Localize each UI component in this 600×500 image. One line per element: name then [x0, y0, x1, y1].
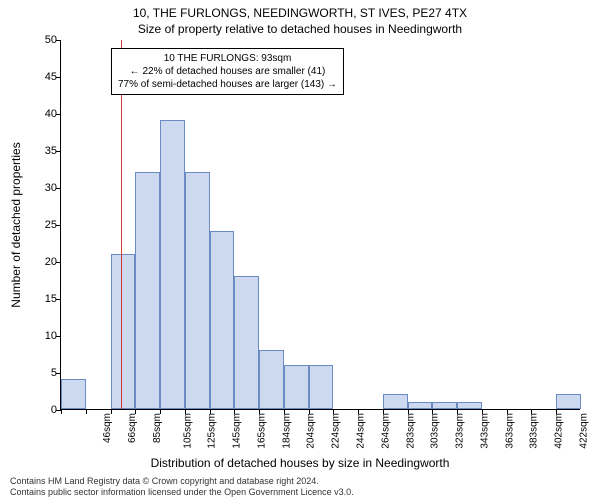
xtick-mark: [432, 409, 433, 414]
xtick-mark: [185, 409, 186, 414]
ytick-label: 5: [51, 367, 57, 379]
xtick-mark: [333, 409, 334, 414]
xtick-label: 283sqm: [405, 413, 416, 449]
footer-line2: Contains public sector information licen…: [10, 487, 354, 498]
ytick-label: 30: [45, 182, 57, 194]
plot-area: 0510152025303540455046sqm66sqm85sqm105sq…: [60, 40, 580, 410]
xtick-label: 184sqm: [281, 413, 292, 449]
xtick-label: 224sqm: [331, 413, 342, 449]
histogram-bar: [111, 254, 136, 409]
xtick-label: 383sqm: [529, 413, 540, 449]
annotation-line2: ← 22% of detached houses are smaller (41…: [118, 65, 337, 78]
xtick-label: 323sqm: [455, 413, 466, 449]
xtick-label: 105sqm: [182, 413, 193, 449]
histogram-bar: [457, 402, 482, 409]
chart-title-address: 10, THE FURLONGS, NEEDINGWORTH, ST IVES,…: [0, 6, 600, 20]
ytick-label: 0: [51, 404, 57, 416]
xtick-mark: [309, 409, 310, 414]
histogram-bar: [284, 365, 309, 409]
xtick-label: 303sqm: [430, 413, 441, 449]
histogram-bar: [383, 394, 408, 409]
chart-container: 10, THE FURLONGS, NEEDINGWORTH, ST IVES,…: [0, 0, 600, 500]
annotation-box: 10 THE FURLONGS: 93sqm ← 22% of detached…: [111, 48, 344, 95]
xtick-mark: [556, 409, 557, 414]
annotation-line1: 10 THE FURLONGS: 93sqm: [118, 52, 337, 65]
xtick-label: 165sqm: [257, 413, 268, 449]
xtick-mark: [531, 409, 532, 414]
xtick-label: 145sqm: [232, 413, 243, 449]
xtick-mark: [383, 409, 384, 414]
xtick-label: 363sqm: [504, 413, 515, 449]
chart-subtitle: Size of property relative to detached ho…: [0, 22, 600, 36]
xtick-label: 422sqm: [578, 413, 589, 449]
xtick-mark: [284, 409, 285, 414]
x-axis-label: Distribution of detached houses by size …: [0, 456, 600, 470]
ytick-label: 15: [45, 293, 57, 305]
footer-attribution: Contains HM Land Registry data © Crown c…: [10, 476, 354, 498]
xtick-label: 343sqm: [479, 413, 490, 449]
xtick-mark: [408, 409, 409, 414]
xtick-mark: [86, 409, 87, 414]
footer-line1: Contains HM Land Registry data © Crown c…: [10, 476, 354, 487]
histogram-bar: [259, 350, 284, 409]
xtick-mark: [111, 409, 112, 414]
histogram-bar: [185, 172, 210, 409]
annotation-line3: 77% of semi-detached houses are larger (…: [118, 78, 337, 91]
histogram-bar: [309, 365, 334, 409]
xtick-mark: [160, 409, 161, 414]
xtick-mark: [457, 409, 458, 414]
ytick-label: 20: [45, 256, 57, 268]
xtick-label: 66sqm: [127, 413, 138, 443]
y-axis-label: Number of detached properties: [9, 142, 23, 307]
histogram-bar: [556, 394, 581, 409]
xtick-mark: [482, 409, 483, 414]
xtick-label: 402sqm: [554, 413, 565, 449]
ytick-label: 45: [45, 71, 57, 83]
xtick-mark: [507, 409, 508, 414]
xtick-label: 204sqm: [306, 413, 317, 449]
xtick-label: 85sqm: [152, 413, 163, 443]
xtick-mark: [61, 409, 62, 414]
histogram-bar: [234, 276, 259, 409]
histogram-bar: [432, 402, 457, 409]
reference-line: [121, 40, 122, 409]
xtick-label: 125sqm: [207, 413, 218, 449]
ytick-label: 10: [45, 330, 57, 342]
histogram-bar: [408, 402, 433, 409]
histogram-bar: [61, 379, 86, 409]
histogram-bar: [160, 120, 185, 409]
xtick-label: 264sqm: [380, 413, 391, 449]
xtick-mark: [210, 409, 211, 414]
xtick-mark: [234, 409, 235, 414]
xtick-label: 46sqm: [102, 413, 113, 443]
histogram-bar: [210, 231, 235, 409]
ytick-label: 40: [45, 108, 57, 120]
ytick-label: 50: [45, 34, 57, 46]
xtick-mark: [259, 409, 260, 414]
ytick-label: 35: [45, 145, 57, 157]
xtick-mark: [358, 409, 359, 414]
xtick-mark: [135, 409, 136, 414]
xtick-label: 244sqm: [356, 413, 367, 449]
ytick-label: 25: [45, 219, 57, 231]
histogram-bar: [135, 172, 160, 409]
